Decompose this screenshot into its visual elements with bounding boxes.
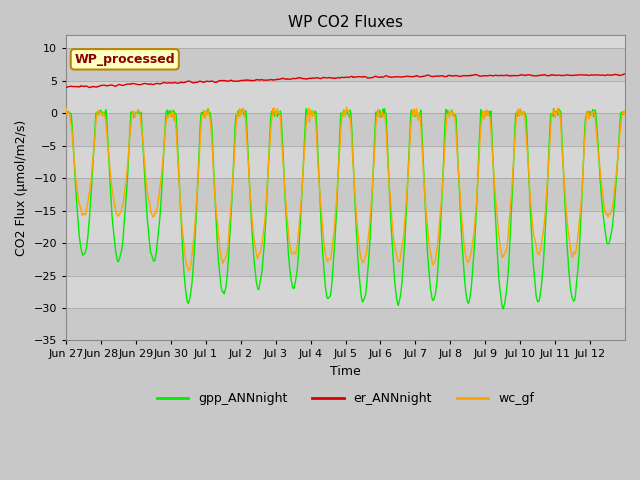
er_ANNnight	[280, 76, 288, 82]
X-axis label: Time: Time	[330, 365, 361, 378]
er_ANNnight	[435, 73, 443, 79]
wc_gf	[621, 111, 629, 117]
Title: WP CO2 Fluxes: WP CO2 Fluxes	[288, 15, 403, 30]
er_ANNnight	[62, 84, 70, 90]
Legend: gpp_ANNnight, er_ANNnight, wc_gf: gpp_ANNnight, er_ANNnight, wc_gf	[152, 387, 540, 410]
er_ANNnight	[621, 71, 629, 77]
er_ANNnight	[86, 84, 93, 90]
Bar	[66, 308, 625, 340]
Bar	[66, 211, 625, 243]
gpp_ANNnight	[435, 258, 442, 264]
Text: WP_processed: WP_processed	[74, 53, 175, 66]
er_ANNnight	[231, 78, 239, 84]
wc_gf	[280, 174, 288, 180]
Bar	[66, 113, 625, 146]
Y-axis label: CO2 Flux (μmol/m2/s): CO2 Flux (μmol/m2/s)	[15, 120, 28, 256]
wc_gf	[343, 104, 351, 110]
Line: er_ANNnight: er_ANNnight	[66, 74, 625, 87]
gpp_ANNnight	[550, 106, 557, 111]
er_ANNnight	[620, 71, 628, 77]
wc_gf	[128, 114, 136, 120]
er_ANNnight	[404, 73, 412, 79]
Bar	[66, 178, 625, 211]
gpp_ANNnight	[62, 109, 70, 115]
wc_gf	[404, 163, 412, 169]
Bar	[66, 81, 625, 113]
wc_gf	[62, 106, 70, 111]
Bar	[66, 276, 625, 308]
gpp_ANNnight	[280, 154, 287, 160]
wc_gf	[231, 138, 239, 144]
Line: gpp_ANNnight: gpp_ANNnight	[66, 108, 625, 309]
wc_gf	[185, 268, 193, 274]
wc_gf	[259, 235, 267, 240]
er_ANNnight	[259, 77, 267, 83]
gpp_ANNnight	[621, 110, 629, 116]
Bar	[66, 243, 625, 276]
gpp_ANNnight	[403, 192, 411, 197]
gpp_ANNnight	[259, 268, 266, 274]
gpp_ANNnight	[230, 140, 238, 145]
gpp_ANNnight	[499, 306, 507, 312]
wc_gf	[436, 216, 444, 222]
Bar	[66, 146, 625, 178]
er_ANNnight	[129, 81, 136, 86]
gpp_ANNnight	[128, 111, 136, 117]
Line: wc_gf: wc_gf	[66, 107, 625, 271]
Bar	[66, 48, 625, 81]
